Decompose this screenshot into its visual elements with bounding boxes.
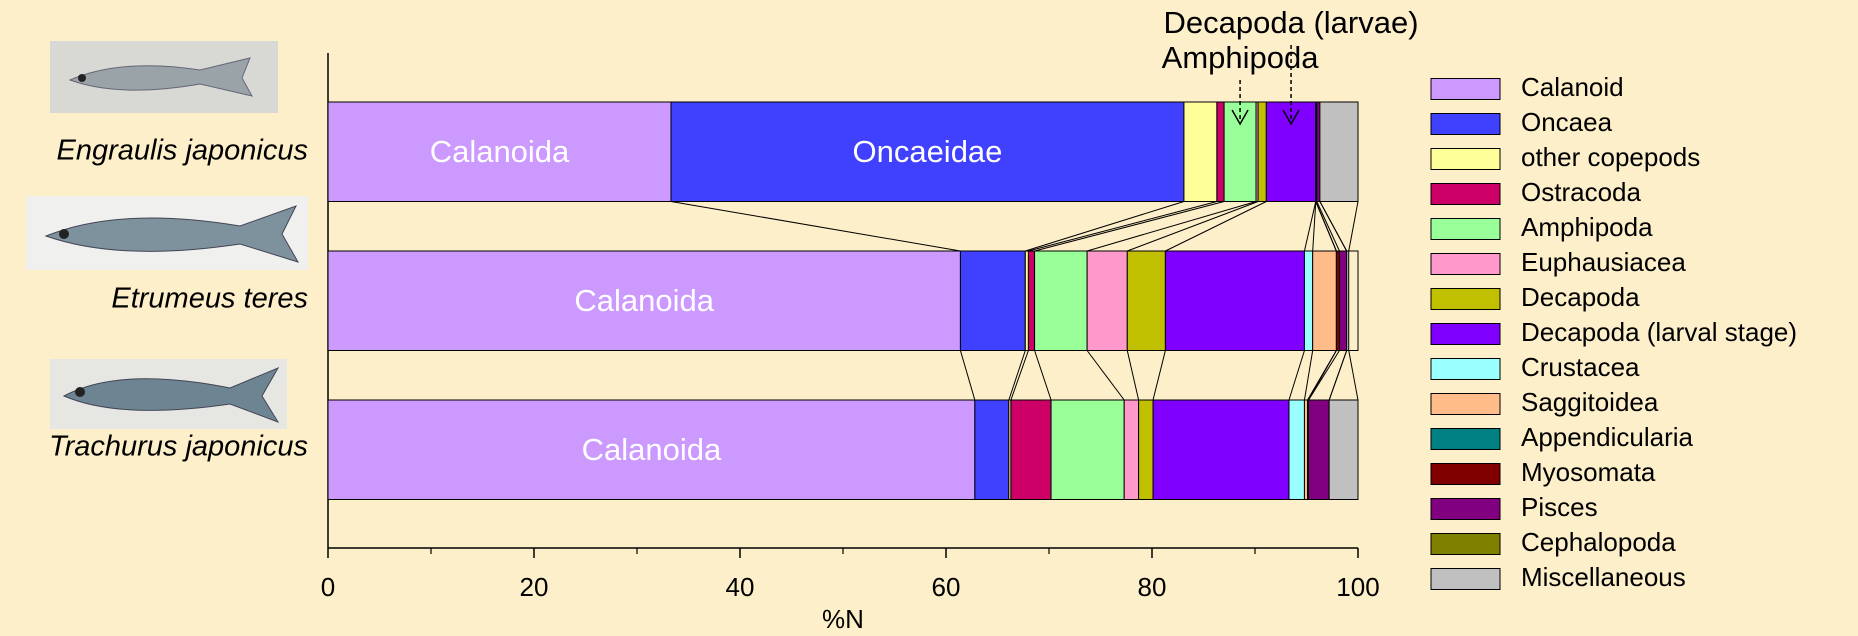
category-label: Trachurus japonicus [49,431,308,463]
segment-label: Calanoida [430,134,570,169]
legend-swatch [1431,429,1500,450]
legend-swatch [1431,324,1500,345]
x-tick-label: 100 [1336,572,1379,602]
segment-label: Oncaeidae [852,134,1002,169]
bar-segment [1309,400,1330,500]
bar-segment [1217,102,1224,202]
legend-label: Calanoid [1521,72,1624,102]
bar-segment [1153,400,1289,500]
annotation: Decapoda (larvae) [1164,5,1419,40]
legend-swatch [1431,254,1500,275]
bar-segment [1127,251,1165,351]
legend-swatch [1431,534,1500,555]
legend-label: Myosomata [1521,457,1656,487]
legend-swatch [1431,149,1500,170]
bar-segment [1329,400,1358,500]
bar-segment [1028,251,1034,351]
category-label: Engraulis japonicus [57,135,308,167]
fish-photo [50,41,278,113]
legend-swatch [1431,79,1500,100]
legend-label: Pisces [1521,492,1598,522]
category-label: Etrumeus teres [111,283,308,315]
fish-photo [26,196,308,270]
bar-segment [1258,102,1266,202]
legend-swatch [1431,219,1500,240]
legend-swatch [1431,464,1500,485]
x-tick-label: 40 [726,572,755,602]
bar-segment [1347,251,1349,351]
chart: %N 0 20 40 60 80 100 Engraulis japonicus Etrume… [0,0,1858,636]
bar-segment [1304,251,1312,351]
legend-label: Saggitoidea [1521,387,1659,417]
x-tick-label: 80 [1138,572,1167,602]
bar-segment [1035,251,1088,351]
bar-segment [1087,251,1127,351]
bar-segment [1051,400,1124,500]
legend-swatch [1431,184,1500,205]
legend-swatch [1431,499,1500,520]
legend-label: Crustacea [1521,352,1640,382]
legend-swatch [1431,289,1500,310]
legend-label: Ostracoda [1521,177,1641,207]
x-axis-label: %N [822,604,864,634]
bar-segment [1139,400,1153,500]
legend-swatch [1431,359,1500,380]
page: %N 0 20 40 60 80 100 Engraulis japonicus Etrume… [0,0,1858,636]
bar-segment [1289,400,1304,500]
legend-label: Oncaea [1521,107,1613,137]
legend-label: Appendicularia [1521,422,1694,452]
bar-segment [1124,400,1138,500]
legend-swatch [1431,569,1500,590]
bar-segment [1011,400,1051,500]
bar-segment [1339,251,1346,351]
bar-segment [960,251,1025,351]
legend-label: Miscellaneous [1521,562,1686,592]
bar-segment [1320,102,1358,202]
legend-label: other copepods [1521,142,1700,172]
bar-segment [1313,251,1337,351]
legend-label: Cephalopoda [1521,527,1676,557]
segment-label: Calanoida [574,283,714,318]
legend-label: Decapoda (larval stage) [1521,317,1797,347]
x-tick-label: 0 [321,572,335,602]
annotation: Amphipoda [1162,40,1320,75]
legend-label: Decapoda [1521,282,1640,312]
bar-segment [1184,102,1217,202]
legend-label: Euphausiacea [1521,247,1686,277]
x-tick-label: 60 [932,572,961,602]
x-tick-label: 20 [520,572,549,602]
bar-segment [1165,251,1304,351]
legend-swatch [1431,394,1500,415]
fish-photo [50,359,287,429]
bar-segment [975,400,1009,500]
legend-swatch [1431,114,1500,135]
legend-label: Amphipoda [1521,212,1653,242]
segment-label: Calanoida [582,432,722,467]
